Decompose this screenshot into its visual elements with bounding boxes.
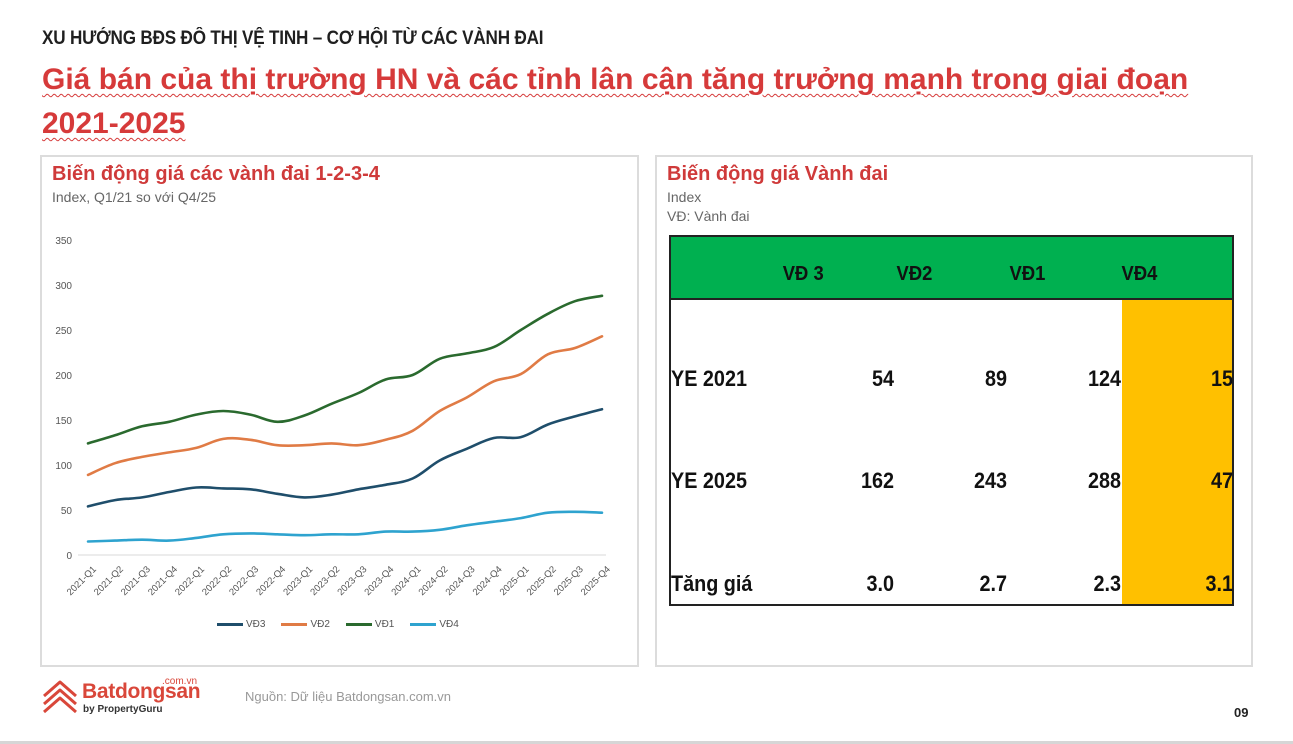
page-headline: Giá bán của thị trường HN và các tỉnh lâ…: [42, 63, 1189, 140]
series-line: [86, 510, 604, 543]
legend-item: VĐ3: [217, 619, 265, 630]
legend-swatch: [410, 623, 437, 626]
table-cell: 243: [973, 468, 1007, 493]
table-cell: 162: [860, 468, 894, 493]
column-header: VĐ4: [1121, 263, 1158, 285]
y-tick-label: 100: [55, 461, 72, 472]
table-cell: 54: [871, 366, 894, 391]
row-label: Tăng giá: [671, 571, 753, 596]
legend-swatch: [217, 623, 243, 626]
table-cell: 2.3: [1093, 571, 1121, 596]
chart-subtitle: Index, Q1/21 so với Q4/25: [52, 189, 217, 205]
legend-label: VĐ1: [374, 619, 395, 630]
table-cell: 124: [1087, 366, 1121, 391]
legend-swatch: [281, 623, 308, 626]
chart-title: Biến động giá các vành đai 1-2-3-4: [52, 163, 380, 185]
logo-domain: .com.vn: [162, 676, 198, 687]
column-header: VĐ 3: [782, 263, 824, 285]
table-cell: 15: [1210, 366, 1233, 391]
price-table: VĐ 3 VĐ2 VĐ1 VĐ4 YE 2021 54 89 124 15 YE…: [669, 235, 1234, 606]
legend-item: VĐ1: [345, 619, 395, 630]
legend-label: VĐ2: [310, 619, 330, 630]
table-cell: 2.7: [979, 571, 1007, 596]
y-tick-label: 300: [55, 281, 72, 292]
y-tick-label: 250: [55, 326, 72, 337]
series-line: [86, 294, 604, 445]
y-tick-label: 200: [55, 371, 72, 382]
batdongsan-logo: .com.vn Batdongsan by PropertyGuru: [40, 676, 210, 720]
table-subtitle-legend: VĐ: Vành đai: [667, 208, 750, 224]
legend-item: VĐ4: [410, 619, 459, 630]
highlight-column: [1122, 300, 1232, 604]
y-tick-label: 350: [55, 236, 72, 247]
row-label: YE 2025: [671, 468, 747, 493]
column-header: VĐ1: [1009, 263, 1046, 285]
series-line: [86, 407, 604, 508]
chart-legend: VĐ3 VĐ2 VĐ1 VĐ4: [217, 619, 459, 630]
logo-brand: Batdongsan: [82, 680, 201, 703]
y-tick-label: 0: [66, 551, 72, 562]
table-subtitle-index: Index: [667, 189, 702, 205]
logo-tagline: by PropertyGuru: [83, 704, 163, 715]
legend-swatch: [345, 623, 372, 626]
table-cell: 3.0: [866, 571, 894, 596]
series-line: [86, 335, 604, 477]
section-kicker: XU HƯỚNG BĐS ĐÔ THỊ VỆ TINH – CƠ HỘI TỪ …: [42, 28, 544, 49]
y-tick-label: 150: [55, 416, 72, 427]
page-number: 09: [1234, 705, 1249, 720]
line-chart-panel: Biến động giá các vành đai 1-2-3-4 Index…: [40, 155, 639, 667]
row-label: YE 2021: [671, 366, 747, 391]
line-chart: 0501001502002503003502021-Q12021-Q22021-…: [55, 236, 613, 598]
table-cell: 288: [1087, 468, 1121, 493]
table-cell: 89: [984, 366, 1007, 391]
table-cell: 3.1: [1205, 571, 1233, 596]
table-title: Biến động giá Vành đai: [667, 163, 889, 185]
house-logo-icon: [43, 680, 77, 714]
source-note: Nguồn: Dữ liệu Batdongsan.com.vn: [245, 689, 451, 704]
legend-label: VĐ4: [439, 619, 459, 630]
table-panel: Biến động giá Vành đai Index VĐ: Vành đa…: [655, 155, 1253, 667]
bottom-divider: [0, 741, 1293, 744]
table-cell: 47: [1210, 468, 1233, 493]
legend-label: VĐ3: [246, 619, 266, 630]
x-tick-label: 2025-Q4: [579, 564, 613, 598]
legend-item: VĐ2: [281, 619, 330, 630]
table-header-row: VĐ 3 VĐ2 VĐ1 VĐ4: [671, 237, 1232, 300]
y-tick-label: 50: [61, 506, 73, 517]
column-header: VĐ2: [896, 263, 933, 285]
